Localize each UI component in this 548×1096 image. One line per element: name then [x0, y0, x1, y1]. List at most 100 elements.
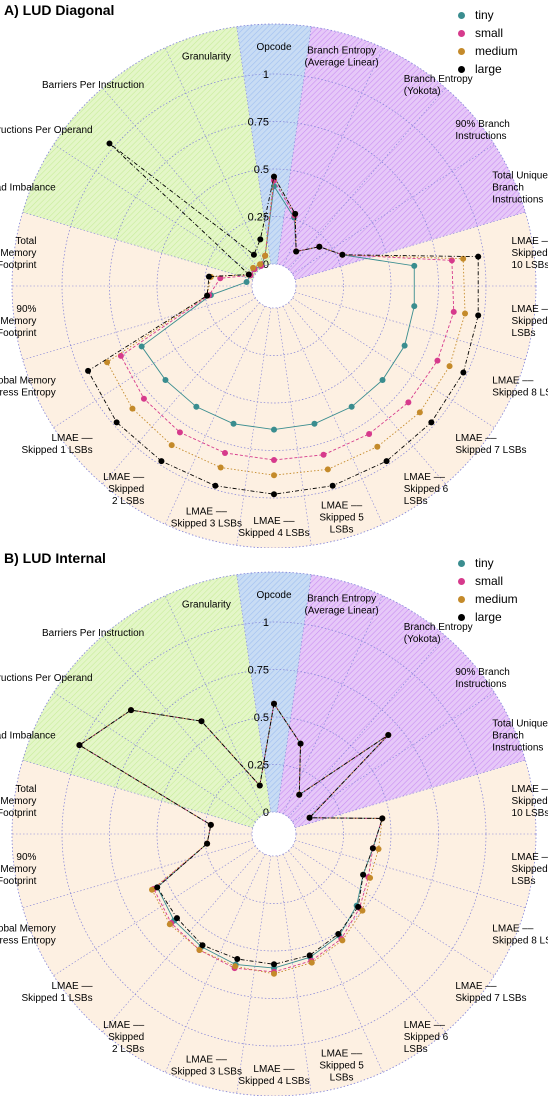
- grid-spoke: [22, 759, 253, 829]
- data-point-large: [204, 292, 211, 299]
- chart-title: B) LUD Internal: [4, 550, 106, 566]
- axis-label: LMAE ––Skipped 8 LSBs: [492, 924, 548, 947]
- axis-label: Instructions Per Operand: [0, 673, 93, 684]
- axis-label: LMAE –– Skipped 3 LSBs: [171, 1054, 242, 1077]
- data-point-medium: [257, 261, 264, 268]
- data-point-large: [199, 942, 206, 949]
- axis-label: Total Memory Footprint: [0, 784, 37, 819]
- axis-label: LMAE –– Skipped 3 LSBs: [171, 506, 242, 529]
- axis-label: 90% Branch Instructions: [455, 119, 509, 142]
- axis-label: 90% Memory Footprint: [0, 852, 37, 887]
- data-point-tiny: [271, 183, 277, 190]
- axis-label: LMAE –– Skipped 1 LSBs: [21, 433, 93, 456]
- grid-spoke: [288, 850, 446, 1033]
- data-point-large: [475, 253, 482, 260]
- wedge-branch-hatch: [277, 26, 526, 280]
- data-point-small: [405, 399, 412, 406]
- tick-label: 0.25: [248, 212, 269, 224]
- legend-dot-small: [458, 29, 465, 37]
- data-point-large: [296, 791, 303, 798]
- data-point-medium: [324, 466, 331, 473]
- grid-spoke: [22, 839, 253, 909]
- axis-label: Branch Entropy (Yokota): [404, 74, 473, 97]
- legend-dot-medium: [458, 47, 465, 55]
- axis-label: LMAE –– Skipped 7 LSBs: [455, 433, 526, 456]
- wedge-memory: [11, 760, 537, 1096]
- data-point-medium: [262, 252, 269, 259]
- data-point-medium: [217, 464, 224, 471]
- grid-spoke: [53, 297, 256, 428]
- radial-grid: [11, 23, 537, 548]
- data-point-large: [250, 251, 257, 258]
- data-point-medium: [232, 963, 239, 970]
- data-point-large: [306, 814, 313, 821]
- data-point-medium: [168, 442, 175, 449]
- data-point-large: [106, 140, 113, 147]
- grid-spoke: [295, 839, 526, 909]
- legend-dot-large: [458, 613, 465, 621]
- legend-item-medium: medium: [458, 590, 518, 608]
- data-point-medium: [271, 472, 277, 479]
- data-point-small: [320, 451, 327, 458]
- axis-label: Load Imbalance: [0, 182, 56, 193]
- grid-spoke: [295, 211, 526, 281]
- data-point-large: [271, 961, 277, 968]
- data-point-medium: [339, 937, 346, 944]
- data-point-tiny: [162, 377, 169, 384]
- data-point-large: [460, 369, 467, 376]
- grid-spoke: [236, 574, 272, 813]
- outer-ring: [11, 571, 537, 1096]
- radar-chart-diagonal: 0 0.25 0.5 0.75 1 Opcode Branch Entropy (Averag…: [0, 23, 548, 548]
- axis-label: Total Memory Footprint: [0, 236, 37, 271]
- legend-dot-small: [458, 577, 465, 585]
- axis-label: Branch Entropy (Average Linear): [304, 46, 378, 69]
- data-point-tiny: [379, 377, 386, 384]
- data-point-large: [293, 248, 300, 255]
- tick-label: 0: [263, 259, 269, 271]
- data-point-large: [207, 821, 214, 828]
- data-point-large: [113, 419, 120, 426]
- data-point-tiny: [138, 343, 145, 350]
- data-point-medium: [308, 959, 315, 966]
- legend-dot-tiny: [458, 11, 465, 19]
- legend: tiny small medium large: [458, 554, 518, 626]
- series-large: [85, 140, 482, 498]
- data-point-medium: [367, 874, 374, 881]
- axis-label: Total Unique Branch Instructions: [492, 170, 548, 205]
- data-point-small: [450, 308, 457, 315]
- legend-label-large: large: [475, 62, 502, 76]
- grid-spoke: [22, 291, 253, 361]
- data-point-large: [306, 952, 313, 959]
- data-point-large: [335, 931, 342, 938]
- axis-label: Total Unique Branch Instructions: [492, 718, 548, 753]
- data-point-large: [85, 367, 92, 374]
- grid-spoke: [53, 144, 256, 275]
- grid-spoke: [22, 211, 253, 281]
- axis-label: LMAE –– Skipped 7 LSBs: [455, 981, 526, 1004]
- data-point-large: [383, 458, 390, 465]
- data-point-medium: [149, 886, 156, 893]
- legend: tiny small medium large: [458, 6, 518, 78]
- wedge-opcode-hatch: [236, 24, 312, 265]
- center-hole: [253, 265, 295, 307]
- data-point-small: [117, 352, 124, 359]
- data-point-large: [234, 956, 241, 963]
- axis-label: LMAE –– Skipped 5 LSBs: [319, 500, 364, 535]
- grid-ring: [204, 764, 344, 904]
- data-point-small: [271, 457, 277, 463]
- axis-label: Granularity: [182, 600, 231, 611]
- data-point-small: [434, 357, 441, 364]
- data-point-small: [448, 257, 455, 264]
- data-point-small: [366, 430, 373, 437]
- axis-label: LMAE –– Skipped 2 LSBs: [103, 1020, 145, 1055]
- data-point-medium: [271, 970, 277, 977]
- data-point-small: [221, 449, 228, 456]
- axis-label: Branch Entropy (Average Linear): [304, 594, 378, 617]
- axis-label: Branch Entropy (Yokota): [404, 622, 473, 645]
- series-large: [76, 700, 392, 968]
- data-point-medium: [375, 846, 382, 853]
- axis-label: Barriers Per Instruction: [42, 80, 144, 91]
- legend-item-small: small: [458, 572, 518, 590]
